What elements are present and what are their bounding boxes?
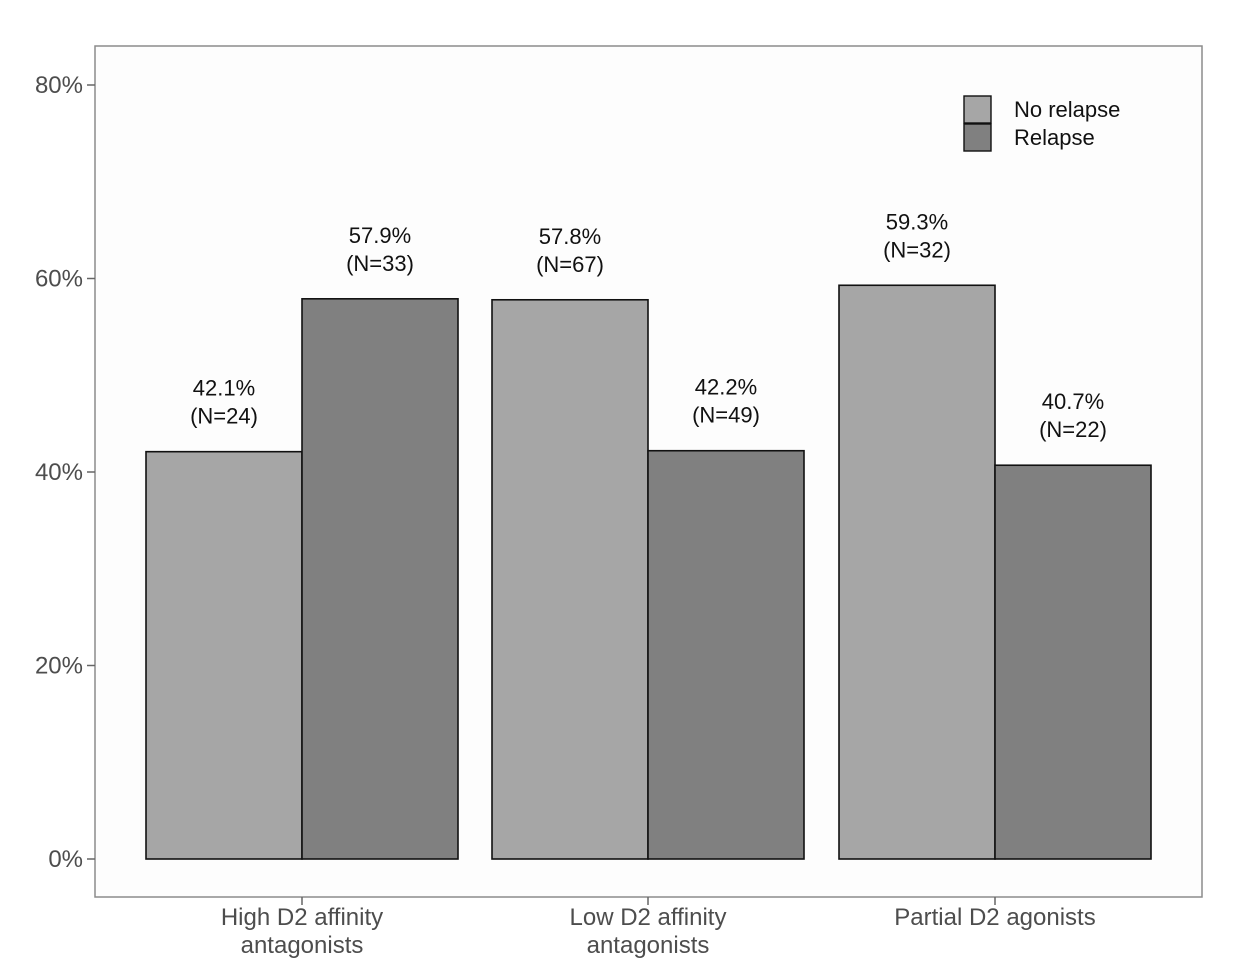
data-label: (N=33) bbox=[346, 251, 414, 276]
y-tick-label: 60% bbox=[35, 266, 83, 293]
bar-relapse bbox=[994, 464, 1152, 860]
x-category-label: antagonists bbox=[587, 932, 710, 959]
data-label: 57.8% bbox=[539, 224, 601, 249]
data-label: 59.3% bbox=[886, 209, 948, 234]
y-tick-label: 40% bbox=[35, 459, 83, 486]
data-label: 57.9% bbox=[349, 223, 411, 248]
data-label: (N=22) bbox=[1039, 417, 1107, 442]
legend: No relapse Relapse bbox=[963, 95, 1120, 152]
y-tick-label: 80% bbox=[35, 72, 83, 99]
data-label: (N=24) bbox=[190, 404, 258, 429]
x-category-label: Partial D2 agonists bbox=[894, 904, 1095, 931]
bars-layer bbox=[145, 284, 1152, 860]
bar-no-relapse bbox=[838, 284, 996, 860]
legend-label: Relapse bbox=[1014, 125, 1095, 150]
data-label: (N=67) bbox=[536, 252, 604, 277]
bar-no-relapse bbox=[145, 450, 303, 860]
data-label: 40.7% bbox=[1042, 389, 1104, 414]
x-category-label: antagonists bbox=[241, 932, 364, 959]
data-label: (N=49) bbox=[692, 403, 760, 428]
legend-label: No relapse bbox=[1014, 97, 1120, 122]
legend-swatch bbox=[963, 123, 992, 152]
y-axis: 0% 20% 40% 60% 80% bbox=[35, 72, 95, 873]
data-label: 42.1% bbox=[193, 376, 255, 401]
data-labels-layer: 42.1% (N=24) 57.8% (N=67) 59.3% (N=32) 57.9% (N… bbox=[190, 209, 1107, 442]
bar-relapse bbox=[647, 449, 805, 860]
x-category-label: Low D2 affinity bbox=[570, 904, 727, 931]
data-label: (N=32) bbox=[883, 237, 951, 262]
bar-relapse bbox=[301, 298, 459, 860]
data-label: 42.2% bbox=[695, 375, 757, 400]
legend-swatch bbox=[963, 95, 992, 124]
x-category-label: High D2 affinity bbox=[221, 904, 383, 931]
y-tick-label: 20% bbox=[35, 653, 83, 680]
bar-no-relapse bbox=[491, 298, 649, 860]
y-tick-label: 0% bbox=[48, 846, 83, 873]
